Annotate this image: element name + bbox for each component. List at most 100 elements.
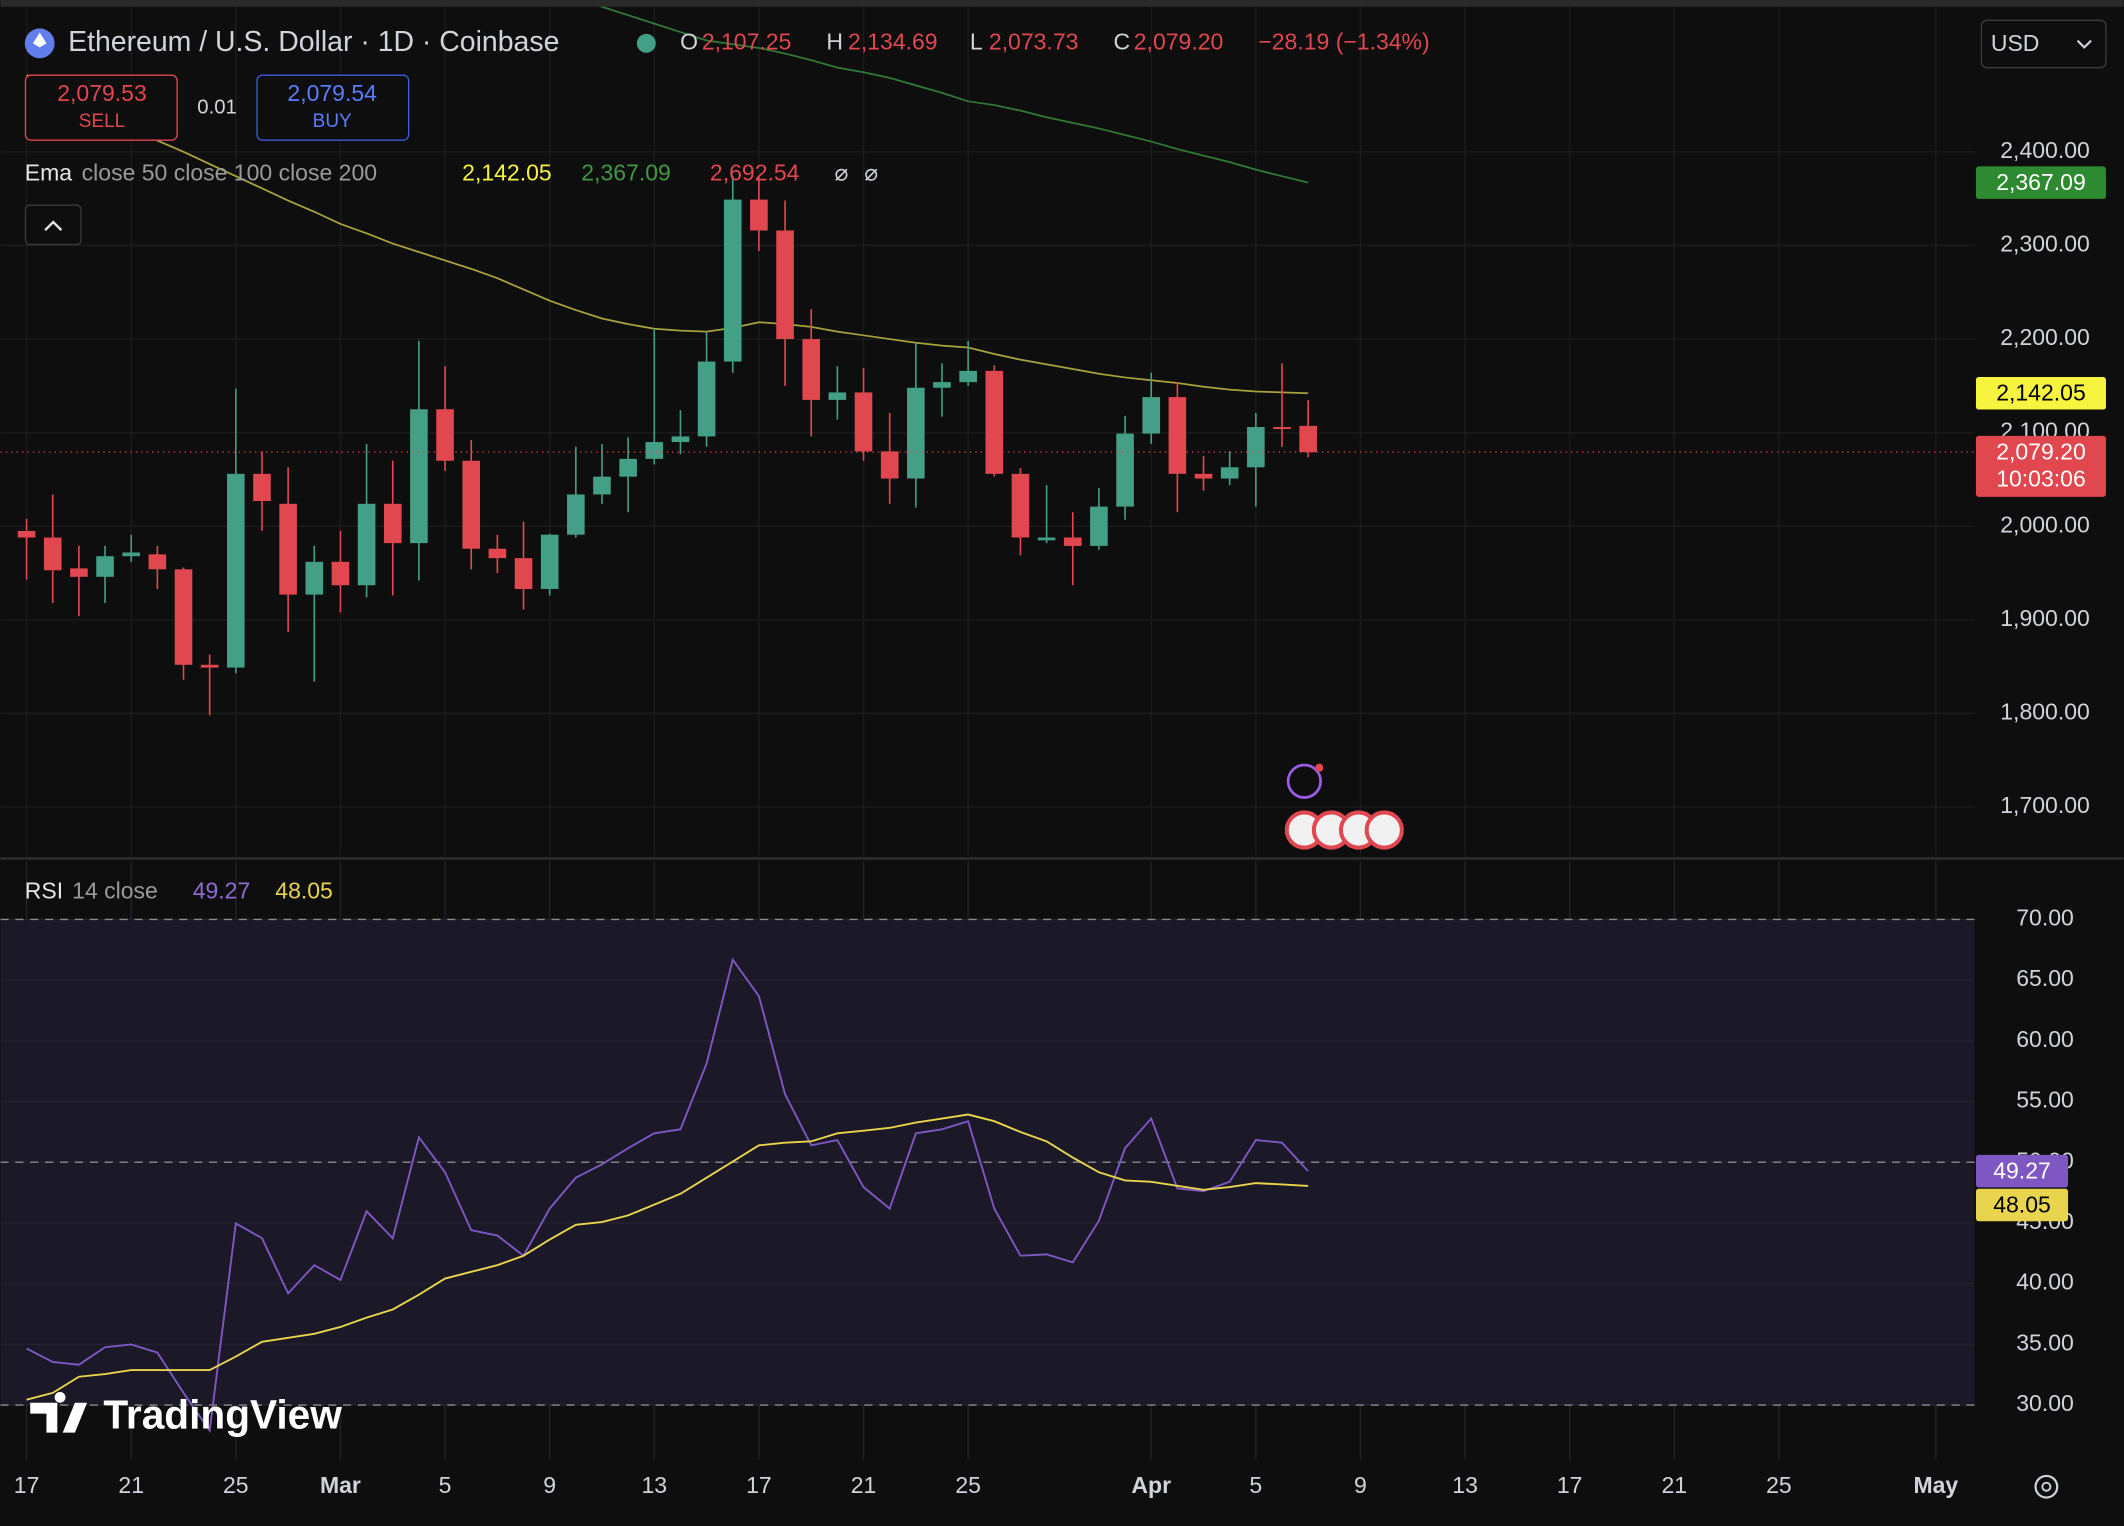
candle-body bbox=[671, 436, 690, 443]
sell-button[interactable] bbox=[24, 74, 178, 141]
candle-body bbox=[383, 503, 402, 544]
spread: 0.01 bbox=[197, 97, 237, 119]
y-tick-label: 65.00 bbox=[2016, 965, 2074, 991]
candle-body bbox=[462, 460, 481, 549]
ohlc-value: 2,079.20 bbox=[1134, 28, 1224, 54]
candle-body bbox=[828, 392, 847, 400]
ohlc-value: 2,134.69 bbox=[848, 28, 938, 54]
x-tick-label: Apr bbox=[1131, 1472, 1171, 1498]
buy-button[interactable] bbox=[256, 74, 410, 141]
candle-body bbox=[567, 494, 585, 535]
indicator-value: 49.27 bbox=[193, 877, 251, 903]
candle-body bbox=[1063, 537, 1082, 546]
candle-body bbox=[1168, 397, 1187, 474]
candle-body bbox=[1220, 467, 1239, 479]
rsi-pane bbox=[0, 861, 1975, 1460]
candle-body bbox=[1194, 473, 1213, 479]
candle-body bbox=[1299, 425, 1317, 453]
y-tick-label: 1,800.00 bbox=[2000, 699, 2090, 725]
settings-button[interactable] bbox=[2034, 1474, 2059, 1499]
sell-price: 2,079.53 bbox=[57, 80, 147, 106]
collapse-chevron bbox=[44, 220, 63, 232]
price-badge bbox=[1975, 435, 2106, 497]
candle-body bbox=[933, 382, 951, 388]
ema-line bbox=[26, 74, 1309, 395]
candle-body bbox=[227, 473, 245, 668]
x-tick-label: 13 bbox=[641, 1472, 667, 1498]
candle-body bbox=[122, 552, 141, 557]
event-icon[interactable] bbox=[1286, 763, 1322, 799]
ohlc-key: H bbox=[826, 28, 843, 54]
candle-body bbox=[488, 548, 507, 559]
y-tick-label: 1,900.00 bbox=[2000, 605, 2090, 631]
event-flag[interactable] bbox=[1364, 810, 1404, 850]
x-tick-label: 17 bbox=[1557, 1472, 1583, 1498]
event-icons[interactable] bbox=[1284, 763, 1404, 850]
candle-body bbox=[750, 199, 768, 231]
y-tick-label: 35.00 bbox=[2016, 1329, 2074, 1355]
candle-body bbox=[880, 451, 899, 479]
symbol-title[interactable]: Ethereum / U.S. Dollar · 1D · Coinbase bbox=[68, 26, 559, 58]
indicator-na: ⌀ bbox=[864, 160, 878, 186]
candle-body bbox=[802, 339, 821, 400]
indicator-name[interactable]: RSI bbox=[25, 877, 63, 903]
indicator-value: 2,367.09 bbox=[581, 160, 671, 186]
rsi-badge bbox=[1975, 1154, 2069, 1188]
candle-body bbox=[96, 556, 114, 577]
indicator-params: 14 close bbox=[72, 877, 158, 903]
candle-body bbox=[514, 558, 533, 589]
y-tick-label: 2,200.00 bbox=[2000, 324, 2090, 350]
candle-body bbox=[70, 568, 88, 577]
x-tick-label: 21 bbox=[118, 1472, 144, 1498]
y-tick-label: 70.00 bbox=[2016, 905, 2074, 931]
rsi-line bbox=[26, 957, 1309, 1434]
indicator-name[interactable]: Ema bbox=[25, 160, 73, 186]
top-border bbox=[0, 0, 2124, 7]
y-tick-label: 55.00 bbox=[2016, 1087, 2074, 1113]
market-status bbox=[636, 33, 656, 53]
symbol-icon-glyph bbox=[32, 32, 47, 48]
ohlc-value: 2,073.73 bbox=[989, 28, 1079, 54]
y-tick-label: 2,300.00 bbox=[2000, 231, 2090, 257]
candle-body bbox=[410, 409, 428, 544]
candle-body bbox=[305, 561, 324, 595]
candle-body bbox=[253, 473, 271, 501]
candle-body bbox=[907, 387, 925, 479]
ohlc-key: O bbox=[680, 28, 698, 54]
sell-label: SELL bbox=[79, 111, 125, 132]
indicator-value: 48.05 bbox=[275, 877, 333, 903]
price-pane bbox=[0, 6, 1975, 856]
x-tick-label: 25 bbox=[223, 1472, 249, 1498]
x-tick-label: 5 bbox=[1249, 1472, 1262, 1498]
x-tick-label: 13 bbox=[1452, 1472, 1478, 1498]
ema-badge bbox=[1975, 377, 2106, 410]
x-tick-label: Mar bbox=[320, 1472, 361, 1498]
ema-badge-label: 2,367.09 bbox=[1996, 169, 2086, 195]
candle-body bbox=[357, 503, 376, 586]
buy-label: BUY bbox=[313, 111, 352, 132]
candle-body bbox=[1247, 427, 1265, 468]
rsi-badge bbox=[1975, 1188, 2069, 1222]
price-badge-label: 2,079.20 bbox=[1996, 439, 2086, 465]
ema-line bbox=[599, 6, 1309, 184]
x-tick-label: 9 bbox=[1354, 1472, 1367, 1498]
ema-badge-label: 2,142.05 bbox=[1996, 380, 2086, 406]
y-tick-label: 2,400.00 bbox=[2000, 137, 2090, 163]
buy-price: 2,079.54 bbox=[287, 80, 377, 106]
indicator-params: close 50 close 100 close 200 bbox=[82, 160, 377, 186]
candle-body bbox=[1090, 506, 1108, 546]
candle-body bbox=[776, 230, 794, 340]
y-tick-label: 2,000.00 bbox=[2000, 511, 2090, 537]
y-tick-label: 60.00 bbox=[2016, 1026, 2074, 1052]
x-tick-label: 9 bbox=[543, 1472, 556, 1498]
candle-body bbox=[148, 554, 167, 570]
ohlc-key: L bbox=[970, 28, 983, 54]
candle-body bbox=[619, 458, 637, 477]
ema-badge bbox=[1975, 166, 2106, 199]
candle-body bbox=[279, 503, 297, 595]
candle-body bbox=[436, 409, 454, 461]
currency-select[interactable] bbox=[1980, 19, 2107, 69]
indicator-value: 2,692.54 bbox=[710, 160, 800, 186]
collapse-button[interactable] bbox=[24, 204, 82, 246]
